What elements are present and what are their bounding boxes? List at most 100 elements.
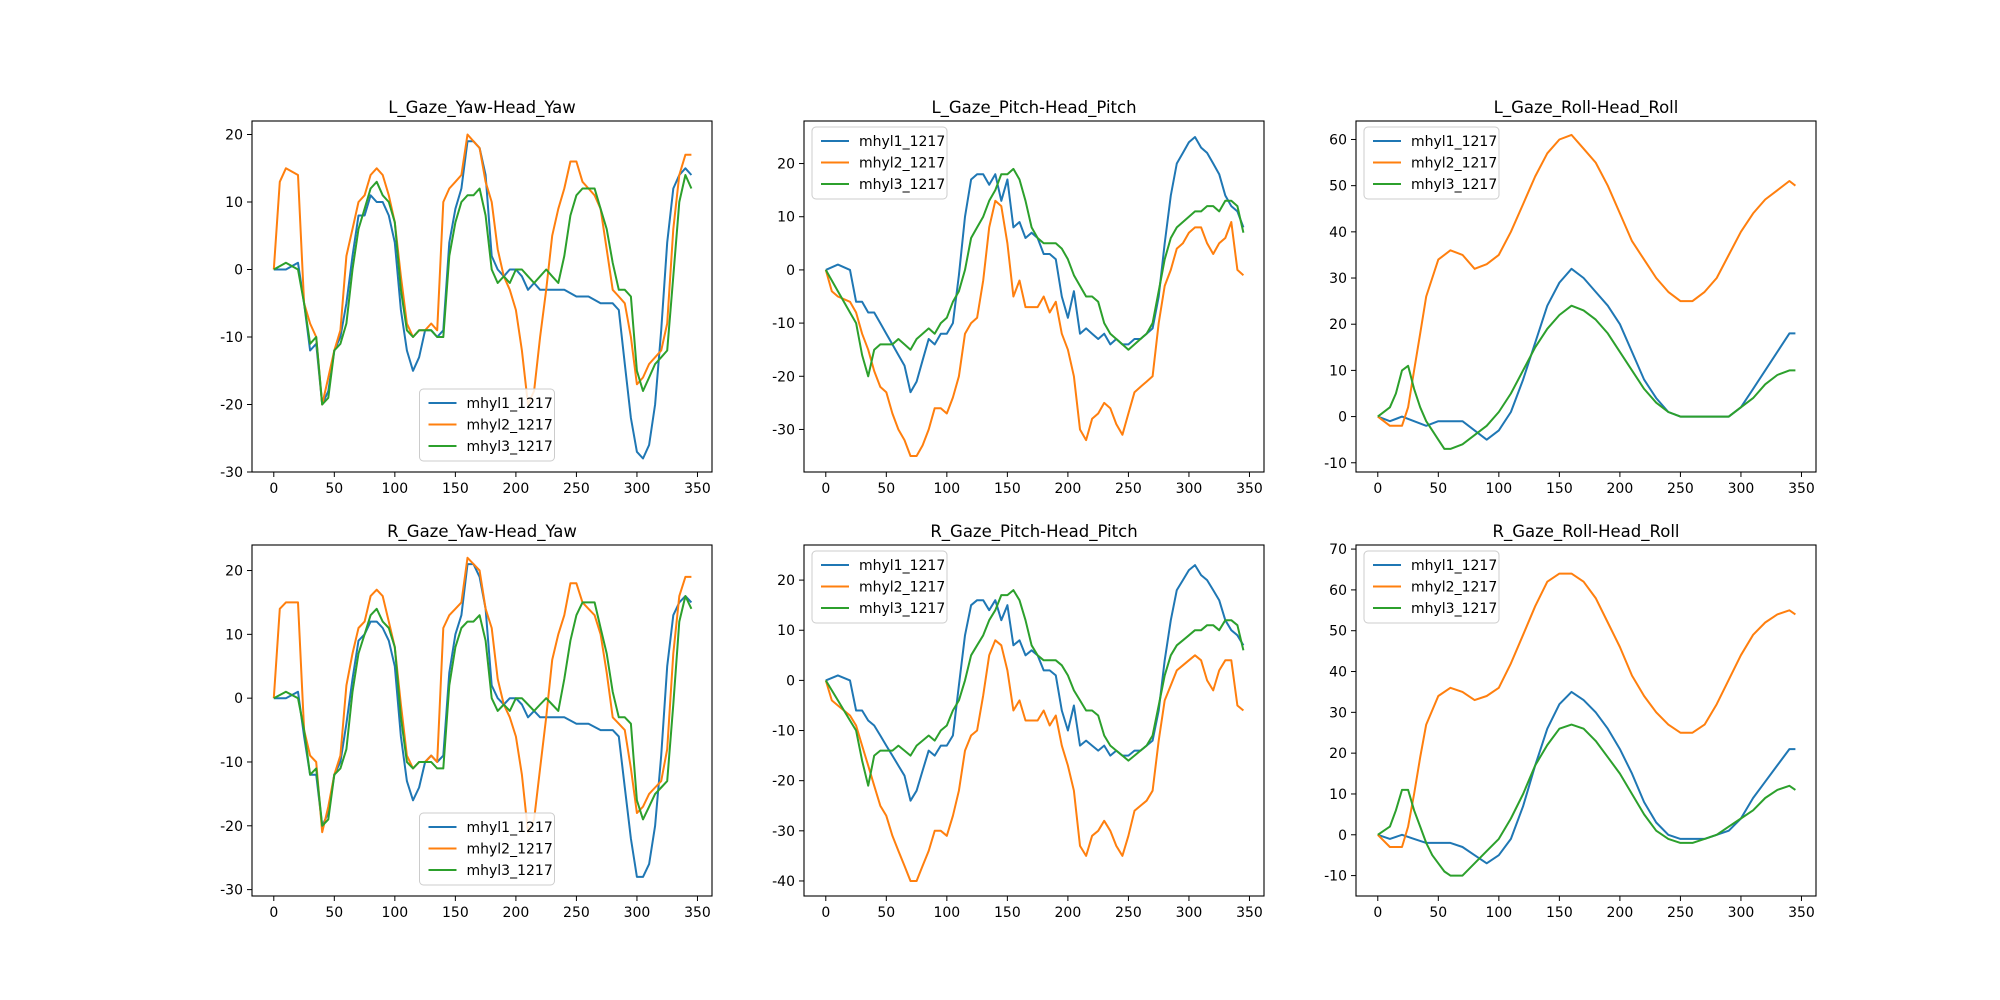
x-tick-label: 100 [933, 481, 960, 497]
legend-box [1363, 126, 1500, 200]
y-tick-label: 0 [786, 263, 795, 279]
legend-label: mhyl3_1217 [1411, 601, 1497, 617]
x-tick-label: 50 [877, 905, 895, 921]
x-tick-label: 300 [624, 481, 651, 497]
series-line-mhyl2_1217 [824, 639, 1245, 882]
legend-label: mhyl2_1217 [1411, 580, 1497, 596]
legend: mhyl1_1217 mhyl2_1217 mhyl3_1217 [811, 550, 948, 624]
axes-frame [803, 120, 1265, 473]
legend-label: mhyl3_1217 [467, 863, 553, 879]
y-tick-label: -40 [772, 874, 795, 890]
x-tick-label: 100 [1485, 481, 1512, 497]
x-tick-label: 350 [1788, 481, 1815, 497]
x-tick-label: 150 [994, 481, 1021, 497]
legend-label: mhyl1_1217 [859, 558, 945, 574]
y-tick-label: -20 [220, 819, 243, 835]
series-line-mhyl2_1217 [272, 133, 692, 406]
x-tick-label: 200 [1607, 905, 1634, 921]
x-tick-label: 250 [1115, 905, 1142, 921]
x-tick-label: 200 [503, 481, 530, 497]
legend: mhyl1_1217 mhyl2_1217 mhyl3_1217 [811, 126, 948, 200]
y-tick-label: 10 [225, 195, 243, 211]
x-tick-label: 50 [325, 905, 343, 921]
y-tick-label: 0 [234, 263, 243, 279]
legend-label: mhyl3_1217 [1411, 177, 1497, 193]
legend-label: mhyl2_1217 [859, 156, 945, 172]
legend-label: mhyl1_1217 [467, 820, 553, 836]
subplot-title: L_Gaze_Yaw-Head_Yaw [388, 98, 576, 118]
x-tick-label: 250 [1667, 481, 1694, 497]
y-tick-label: -10 [220, 755, 243, 771]
y-tick-label: 50 [1329, 179, 1347, 195]
x-tick-label: 150 [442, 905, 469, 921]
x-tick-label: 300 [1176, 481, 1203, 497]
x-tick-label: 100 [381, 481, 408, 497]
y-tick-label: 0 [786, 673, 795, 689]
y-tick-label: 10 [1329, 787, 1347, 803]
y-tick-label: 60 [1329, 132, 1347, 148]
y-tick-label: -30 [220, 883, 243, 899]
axes-frame [1355, 120, 1817, 473]
y-tick-label: -10 [220, 330, 243, 346]
y-tick-label: 40 [1329, 225, 1347, 241]
legend: mhyl1_1217 mhyl2_1217 mhyl3_1217 [419, 812, 555, 886]
y-tick-label: 20 [1329, 317, 1347, 333]
x-tick-label: 250 [563, 905, 590, 921]
y-tick-label: 40 [1329, 665, 1347, 681]
legend-label: mhyl1_1217 [1411, 558, 1497, 574]
y-tick-label: 70 [1329, 542, 1347, 558]
axes-frame [1355, 544, 1817, 897]
legend-label: mhyl1_1217 [859, 134, 945, 150]
series-line-mhyl3_1217 [273, 595, 693, 827]
legend-label: mhyl1_1217 [467, 396, 553, 412]
x-tick-label: 200 [1055, 905, 1082, 921]
y-tick-label: 60 [1329, 583, 1347, 599]
y-tick-label: 20 [1329, 746, 1347, 762]
y-tick-label: -30 [220, 465, 243, 481]
series-line-mhyl2_1217 [272, 556, 692, 834]
subplot-title: L_Gaze_Roll-Head_Roll [1494, 98, 1679, 118]
y-tick-label: 30 [1329, 705, 1347, 721]
subplot-title: R_Gaze_Pitch-Head_Pitch [930, 522, 1137, 542]
series-line-mhyl1_1217 [825, 136, 1245, 394]
x-tick-label: 50 [325, 481, 343, 497]
legend-label: mhyl3_1217 [467, 439, 553, 455]
axes-frame [251, 120, 713, 473]
x-tick-label: 200 [1055, 481, 1082, 497]
y-tick-label: 10 [1329, 363, 1347, 379]
x-tick-label: 0 [821, 481, 830, 497]
x-tick-label: 350 [1788, 905, 1815, 921]
x-tick-label: 350 [1236, 481, 1263, 497]
x-tick-label: 350 [1236, 905, 1263, 921]
y-tick-label: -10 [772, 316, 795, 332]
x-tick-label: 50 [1429, 481, 1447, 497]
subplot-title: L_Gaze_Pitch-Head_Pitch [931, 98, 1136, 118]
x-tick-label: 150 [442, 481, 469, 497]
x-tick-label: 0 [269, 481, 278, 497]
series-line-mhyl1_1217 [273, 140, 693, 460]
legend-label: mhyl3_1217 [859, 601, 945, 617]
x-tick-label: 300 [624, 905, 651, 921]
legend: mhyl1_1217 mhyl2_1217 mhyl3_1217 [419, 388, 555, 462]
legend: mhyl1_1217 mhyl2_1217 mhyl3_1217 [1363, 126, 1500, 200]
x-tick-label: 50 [877, 481, 895, 497]
x-tick-label: 200 [1607, 481, 1634, 497]
series-line-mhyl1_1217 [1377, 690, 1796, 865]
subplot-title: R_Gaze_Roll-Head_Roll [1493, 522, 1680, 542]
y-tick-label: -30 [772, 824, 795, 840]
y-tick-label: 0 [1338, 410, 1347, 426]
x-tick-label: 250 [563, 481, 590, 497]
y-tick-label: 50 [1329, 624, 1347, 640]
y-tick-label: 20 [225, 128, 243, 144]
y-tick-label: 20 [777, 157, 795, 173]
legend-label: mhyl3_1217 [859, 177, 945, 193]
y-tick-label: -20 [220, 398, 243, 414]
x-tick-label: 100 [933, 905, 960, 921]
x-tick-label: 250 [1115, 481, 1142, 497]
x-tick-label: 0 [1373, 481, 1382, 497]
